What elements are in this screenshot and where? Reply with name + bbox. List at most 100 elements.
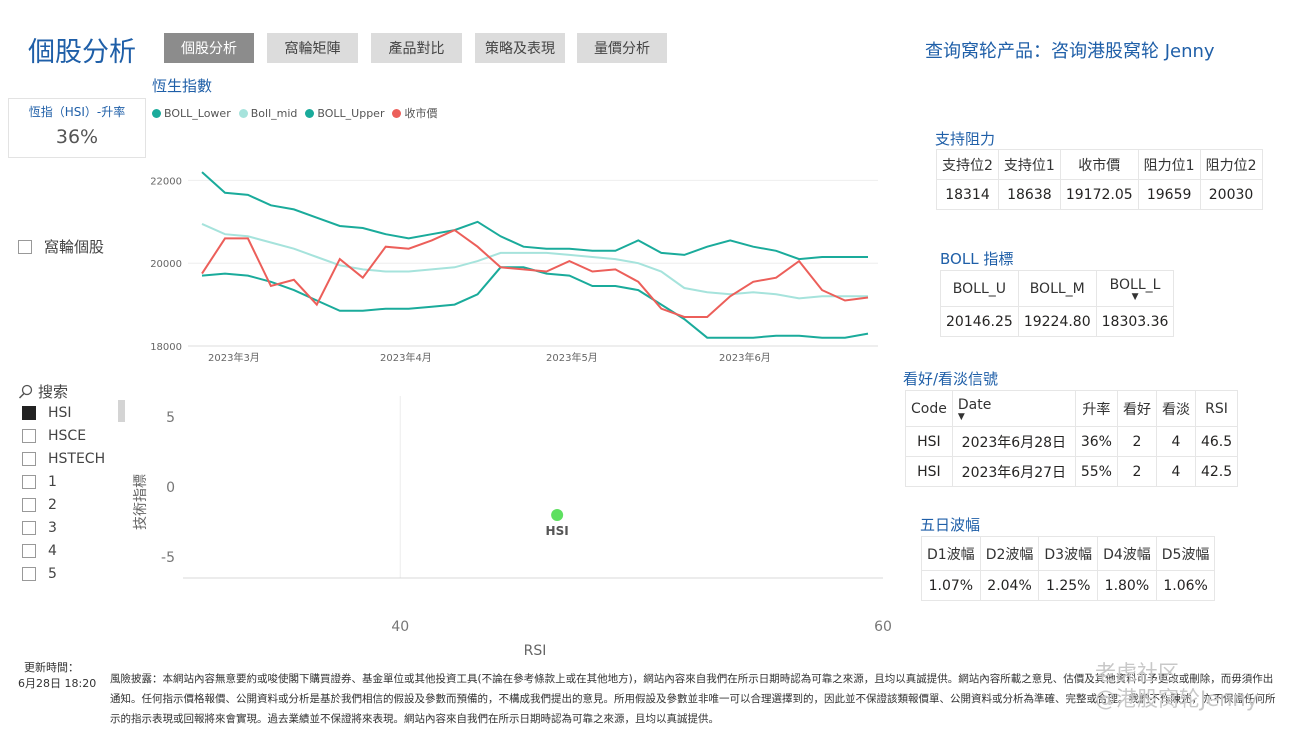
table-cell: 2 — [1116, 426, 1157, 457]
x-tick-label: 60 — [874, 619, 892, 635]
table-header[interactable]: D2波幅 — [979, 536, 1040, 571]
table-header[interactable]: 支持位1 — [997, 149, 1061, 180]
table-cell: 36% — [1074, 426, 1118, 457]
table-cell: 1.07% — [921, 570, 981, 601]
kpi-card: 恆指（HSI）-升率 36% — [8, 98, 146, 158]
kpi-value: 36% — [55, 126, 99, 148]
slicer-item[interactable]: 5 — [22, 566, 57, 582]
slicer-item[interactable]: HSTECH — [22, 451, 105, 467]
legend-item-boll-upper[interactable]: BOLL_Upper — [305, 105, 384, 121]
search-icon — [18, 384, 33, 399]
x-tick-label: 2023年4月 — [380, 351, 432, 364]
warrant-stock-toggle[interactable]: 窩輪個股 — [18, 236, 104, 257]
boll-table: BOLL_U BOLL_M BOLL_L ▼ 20146.25 19224.80 … — [940, 270, 1175, 337]
tab-stock-analysis[interactable]: 個股分析 — [164, 33, 254, 63]
rsi-scatter-chart[interactable]: 5 0 -5 40 60 RSI 技術指標 HSI — [125, 390, 900, 660]
y-tick-label: 5 — [166, 410, 175, 426]
table-header[interactable]: D1波幅 — [921, 536, 981, 571]
table-cell: 20030 — [1199, 179, 1263, 210]
table-header[interactable]: 支持位2 — [936, 149, 999, 180]
table-row[interactable]: HSI 2023年6月27日 55% 2 4 42.5 — [905, 456, 1239, 487]
page-title: 個股分析 — [28, 37, 136, 68]
boll-line-chart[interactable]: 18000 20000 22000 2023年3月 2023年4月 2023年5月 2023… — [140, 160, 885, 370]
table-header[interactable]: D4波幅 — [1097, 536, 1157, 571]
table-cell: HSI — [905, 456, 953, 487]
slicer-item[interactable]: 1 — [22, 474, 57, 490]
table-cell: 2023年6月27日 — [951, 456, 1076, 487]
slicer-scrollbar[interactable] — [118, 400, 125, 422]
table-header[interactable]: D5波幅 — [1155, 536, 1216, 571]
update-time-value: 6月28日 18:20 — [18, 677, 97, 690]
slicer-item[interactable]: 3 — [22, 520, 57, 536]
table-header-sorted[interactable]: BOLL_L ▼ — [1095, 270, 1175, 307]
checkbox-icon — [22, 452, 36, 466]
series-line[interactable] — [201, 228, 869, 318]
point-label: HSI — [546, 524, 569, 538]
watermark-line1: 老虎社区 — [1095, 661, 1179, 685]
tab-strategy-performance[interactable]: 策略及表現 — [475, 33, 565, 63]
table-header[interactable]: 收市價 — [1059, 149, 1139, 180]
legend-item-close[interactable]: 收市價 — [392, 105, 437, 121]
kpi-label: 恆指（HSI）-升率 — [28, 105, 126, 119]
legend-dot-icon — [305, 108, 315, 118]
table-row[interactable]: HSI 2023年6月28日 36% 2 4 46.5 — [905, 426, 1239, 457]
legend-item-boll-lower[interactable]: BOLL_Lower — [152, 105, 231, 121]
watermark: 老虎社区 @港股窝轮Jenny — [1095, 660, 1258, 712]
checkbox-icon — [22, 544, 36, 558]
table-header-label: BOLL_L — [1109, 276, 1161, 293]
slicer-item[interactable]: HSCE — [22, 428, 86, 444]
legend-label: BOLL_Upper — [317, 106, 385, 120]
table-header[interactable]: 升率 — [1074, 390, 1118, 427]
update-time-label: 更新時間： — [24, 661, 79, 674]
x-tick-label: 2023年3月 — [208, 351, 260, 364]
tab-volume-price[interactable]: 量價分析 — [577, 33, 667, 63]
update-time-block: 更新時間： 6月28日 18:20 — [18, 660, 96, 692]
x-axis-title: RSI — [524, 643, 547, 659]
slicer-item-label: HSTECH — [48, 451, 106, 467]
signals-title: 看好/看淡信號 — [903, 370, 999, 388]
table-cell: 18303.36 — [1095, 306, 1175, 337]
series-line[interactable] — [201, 171, 868, 261]
legend-dot-icon — [392, 108, 402, 118]
x-tick-label: 2023年6月 — [719, 351, 771, 364]
tab-warrant-matrix[interactable]: 窩輪矩陣 — [267, 33, 358, 63]
table-header[interactable]: 阻力位1 — [1137, 149, 1201, 180]
tab-product-compare[interactable]: 產品對比 — [371, 33, 462, 63]
search-placeholder: 搜索 — [38, 383, 69, 401]
table-header[interactable]: 看淡 — [1155, 390, 1196, 427]
table-header[interactable]: Code — [905, 390, 953, 427]
legend-label: Boll_mid — [250, 106, 298, 120]
table-cell: 2.04% — [979, 570, 1040, 601]
table-header[interactable]: RSI — [1194, 390, 1239, 427]
table-header[interactable]: BOLL_M — [1017, 270, 1097, 307]
legend-item-boll-mid[interactable]: Boll_mid — [238, 105, 298, 121]
slicer-item[interactable]: HSI — [22, 405, 72, 421]
legend-dot-icon — [152, 108, 161, 118]
table-header[interactable]: BOLL_U — [940, 270, 1019, 307]
table-header[interactable]: 阻力位2 — [1199, 149, 1263, 180]
x-tick-label: 40 — [391, 619, 409, 635]
series-line[interactable] — [201, 266, 869, 339]
checkbox-icon — [18, 239, 32, 254]
slicer-item-label: 5 — [48, 566, 57, 582]
y-tick-label: -5 — [161, 550, 175, 566]
table-header-label: Date — [957, 396, 992, 413]
watermark-line2: @港股窝轮Jenny — [1095, 687, 1259, 711]
table-cell: 19659 — [1137, 179, 1201, 210]
warrant-stock-label: 窩輪個股 — [44, 238, 105, 256]
table-cell: 2 — [1116, 456, 1157, 487]
series-line[interactable] — [201, 222, 868, 300]
slicer-search[interactable]: 搜索 — [18, 381, 68, 402]
query-link[interactable]: 查询窝轮产品：咨询港股窝轮 Jenny — [925, 41, 1215, 62]
y-tick-label: 18000 — [150, 342, 182, 353]
table-cell: 42.5 — [1194, 456, 1239, 487]
table-header-sorted[interactable]: Date ▼ — [951, 390, 1076, 427]
support-resistance-title: 支持阻力 — [935, 130, 996, 148]
slicer-item[interactable]: 4 — [22, 543, 57, 559]
scatter-point[interactable] — [551, 509, 564, 521]
support-resistance-table: 支持位2 支持位1 收市價 阻力位1 阻力位2 18314 18638 1917… — [936, 149, 1263, 210]
x-tick-label: 2023年5月 — [546, 351, 598, 364]
slicer-item[interactable]: 2 — [22, 497, 57, 513]
table-header[interactable]: D3波幅 — [1038, 536, 1099, 571]
table-header[interactable]: 看好 — [1116, 390, 1157, 427]
